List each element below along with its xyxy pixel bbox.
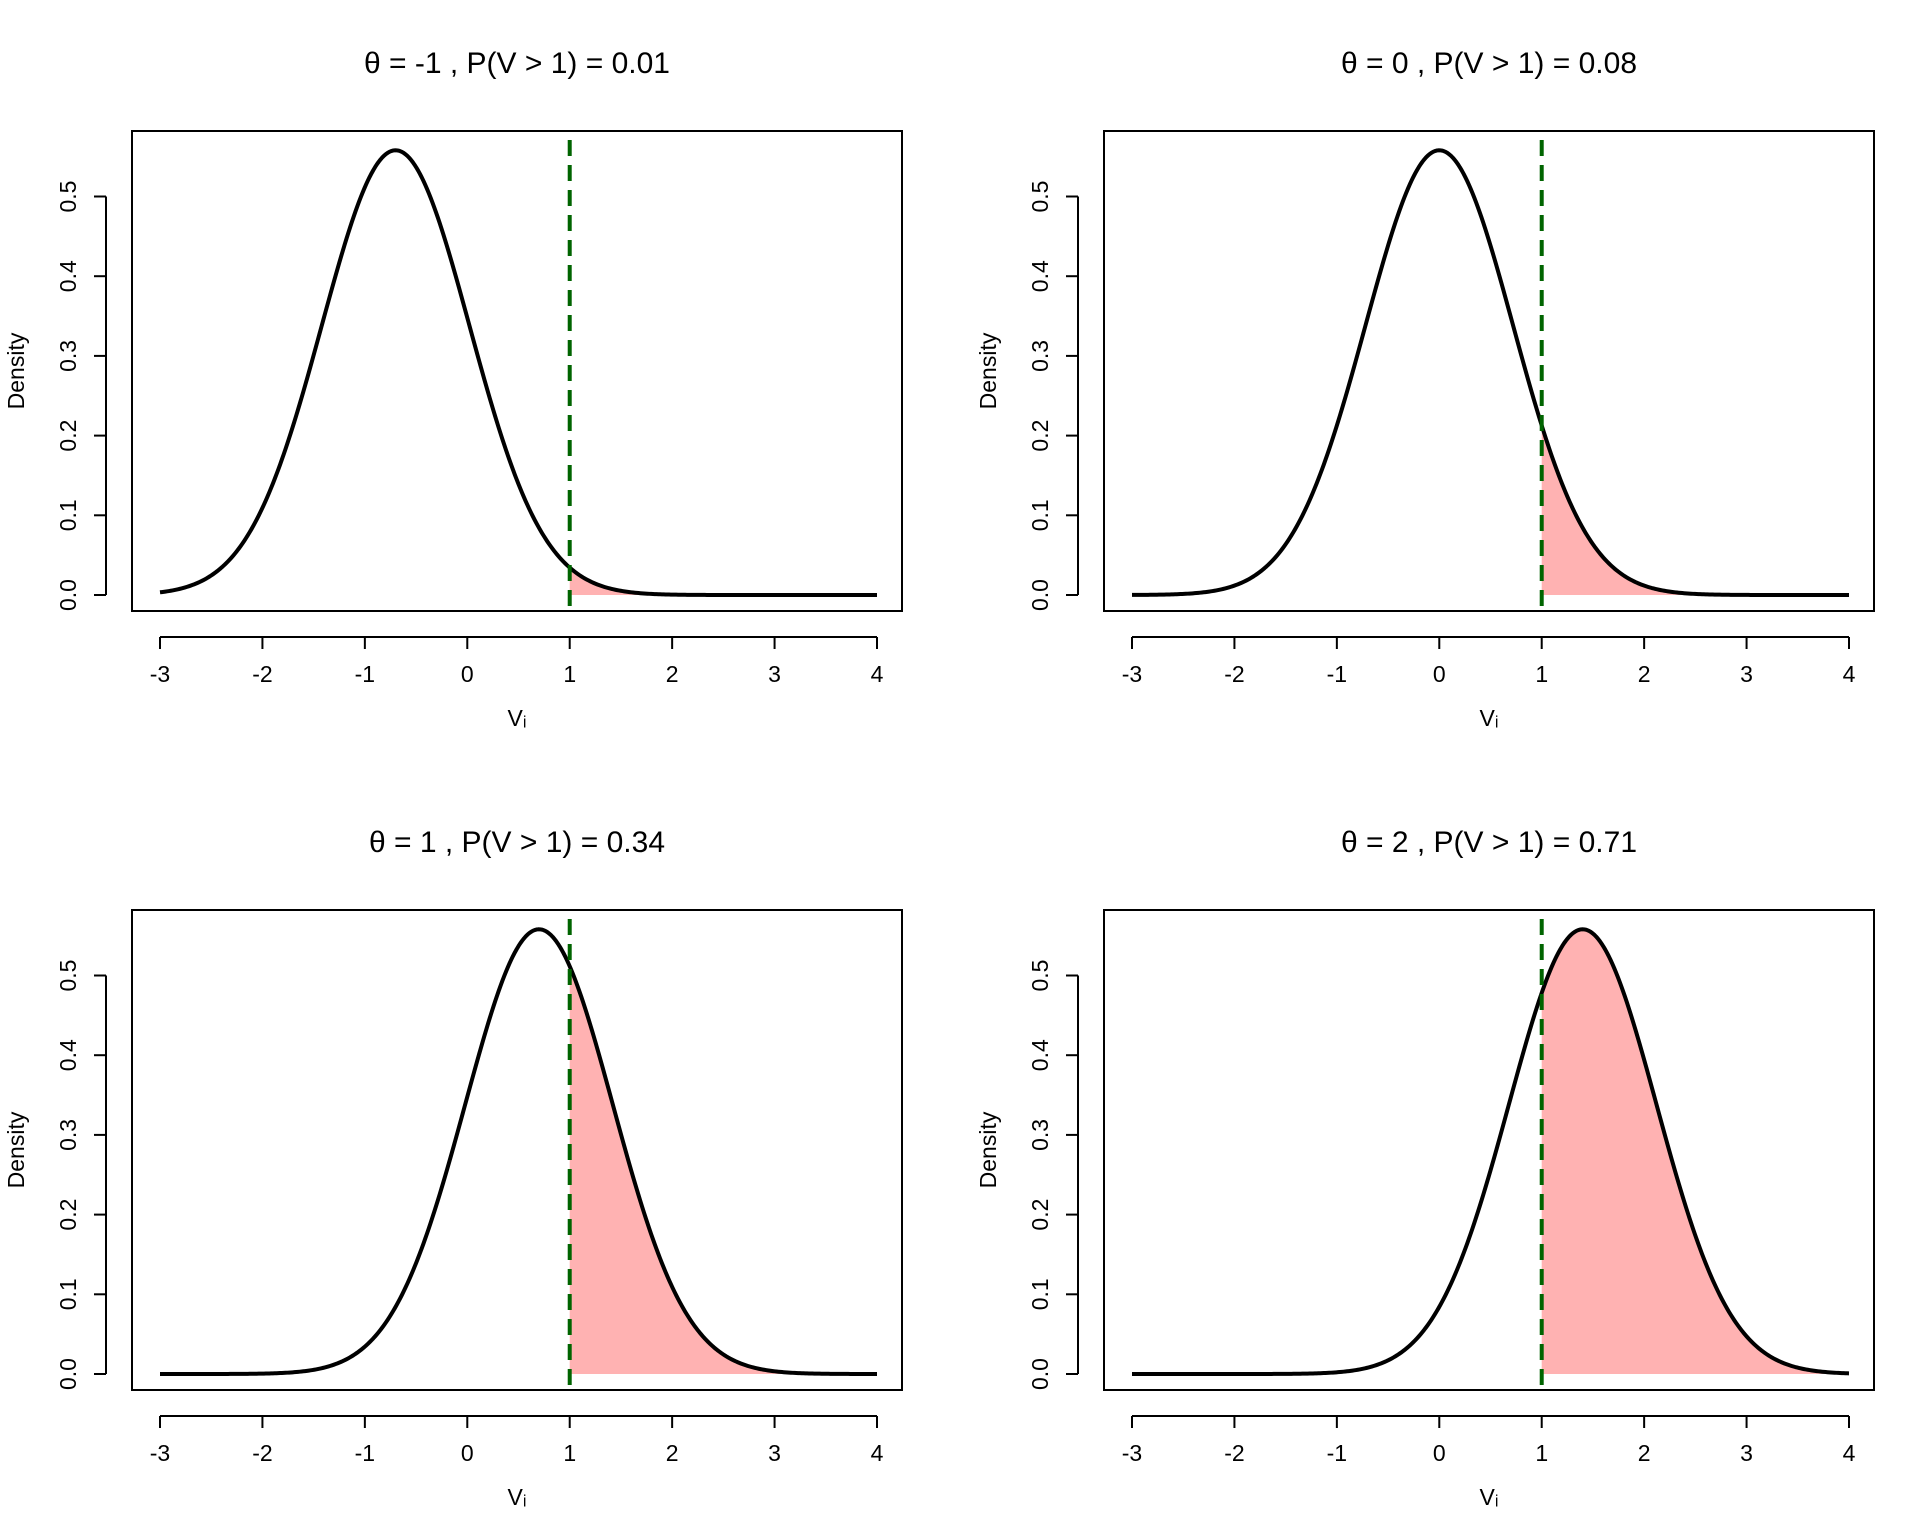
y-tick-label: 0.1 — [1027, 1278, 1053, 1310]
y-tick-label: 0.2 — [55, 420, 81, 452]
y-tick-label: 0.5 — [55, 960, 81, 992]
x-tick-label: 4 — [871, 661, 884, 687]
y-axis-label: Density — [3, 332, 29, 409]
x-tick-label: 2 — [1638, 1440, 1651, 1466]
panel-title: θ = 0 , P(V > 1) = 0.08 — [1341, 47, 1637, 80]
y-tick-label: 0.2 — [1027, 1199, 1053, 1231]
x-tick-label: -1 — [1327, 661, 1347, 687]
x-tick-label: -2 — [1224, 1440, 1244, 1466]
y-tick-label: 0.5 — [1027, 960, 1053, 992]
x-tick-label: 1 — [1535, 1440, 1548, 1466]
y-axis-label: Density — [3, 1111, 29, 1188]
x-tick-label: -3 — [150, 1440, 170, 1466]
plot-frame — [1103, 130, 1875, 612]
y-tick-label: 0.4 — [1027, 1039, 1053, 1071]
shaded-tail-area — [569, 966, 877, 1374]
x-tick-label: -3 — [1122, 1440, 1142, 1466]
shaded-tail-area — [1541, 929, 1849, 1374]
y-tick-label: 0.0 — [55, 579, 81, 611]
x-tick-label: -2 — [1224, 661, 1244, 687]
x-tick-label: 3 — [1740, 661, 1753, 687]
y-tick-label: 0.1 — [55, 499, 81, 531]
x-tick-label: 3 — [768, 1440, 781, 1466]
y-tick-label: 0.3 — [55, 1119, 81, 1151]
y-tick-label: 0.5 — [1027, 181, 1053, 213]
x-tick-label: -1 — [1327, 1440, 1347, 1466]
y-tick-label: 0.2 — [1027, 420, 1053, 452]
y-axis-label: Density — [975, 1111, 1001, 1188]
chart-panel-2: θ = 0 , P(V > 1) = 0.08 -3 -2 -1 0 1 2 3 4 Vᵢ 0.0 0… — [975, 47, 1875, 731]
y-tick-label: 0.1 — [55, 1278, 81, 1310]
x-axis-label: Vᵢ — [508, 705, 527, 731]
x-tick-label: 1 — [563, 1440, 576, 1466]
plot-frame — [1103, 909, 1875, 1391]
x-tick-label: 2 — [666, 1440, 679, 1466]
x-tick-label: 2 — [666, 661, 679, 687]
x-tick-label: 3 — [768, 661, 781, 687]
y-tick-label: 0.0 — [55, 1358, 81, 1390]
x-tick-label: -3 — [150, 661, 170, 687]
y-tick-label: 0.4 — [55, 1039, 81, 1071]
x-tick-label: 0 — [461, 1440, 474, 1466]
x-tick-label: -2 — [252, 661, 272, 687]
density-curve — [1131, 927, 1850, 1376]
y-tick-label: 0.1 — [1027, 499, 1053, 531]
y-tick-label: 0.3 — [1027, 340, 1053, 372]
x-tick-label: 2 — [1638, 661, 1651, 687]
x-axis-label: Vᵢ — [508, 1484, 527, 1510]
x-tick-label: 4 — [871, 1440, 884, 1466]
density-curve — [159, 927, 878, 1376]
x-tick-label: 1 — [1535, 661, 1548, 687]
x-tick-label: 4 — [1843, 1440, 1856, 1466]
panel-title: θ = 1 , P(V > 1) = 0.34 — [369, 826, 665, 859]
chart-panel-1: θ = -1 , P(V > 1) = 0.01 -3 -2 -1 0 1 2 3 4 Vᵢ 0.0… — [3, 47, 903, 731]
y-tick-label: 0.2 — [55, 1199, 81, 1231]
x-tick-label: 0 — [461, 661, 474, 687]
x-tick-label: -3 — [1122, 661, 1142, 687]
y-tick-label: 0.4 — [1027, 260, 1053, 292]
x-tick-label: 0 — [1433, 1440, 1446, 1466]
density-curve — [1131, 148, 1850, 597]
density-curve — [159, 148, 878, 597]
plot-frame — [131, 130, 903, 612]
x-axis-label: Vᵢ — [1480, 1484, 1499, 1510]
y-tick-label: 0.3 — [55, 340, 81, 372]
panel-title: θ = -1 , P(V > 1) = 0.01 — [364, 47, 670, 80]
panel-title: θ = 2 , P(V > 1) = 0.71 — [1341, 826, 1637, 859]
y-tick-label: 0.4 — [55, 260, 81, 292]
x-tick-label: 0 — [1433, 661, 1446, 687]
x-tick-label: -1 — [355, 1440, 375, 1466]
shaded-tail-area — [1541, 425, 1849, 595]
shaded-tail-area — [569, 567, 877, 595]
y-axis-label: Density — [975, 332, 1001, 409]
x-axis-label: Vᵢ — [1480, 705, 1499, 731]
plot-frame — [131, 909, 903, 1391]
x-tick-label: 3 — [1740, 1440, 1753, 1466]
y-tick-label: 0.5 — [55, 181, 81, 213]
y-tick-label: 0.3 — [1027, 1119, 1053, 1151]
x-tick-label: 4 — [1843, 661, 1856, 687]
y-tick-label: 0.0 — [1027, 579, 1053, 611]
x-tick-label: -2 — [252, 1440, 272, 1466]
x-tick-label: 1 — [563, 661, 576, 687]
chart-panel-4: θ = 2 , P(V > 1) = 0.71 -3 -2 -1 0 1 2 3 4 Vᵢ 0.0 0… — [975, 826, 1875, 1510]
y-tick-label: 0.0 — [1027, 1358, 1053, 1390]
x-tick-label: -1 — [355, 661, 375, 687]
chart-panel-3: θ = 1 , P(V > 1) = 0.34 -3 -2 -1 0 1 2 3 4 Vᵢ 0.0 0… — [3, 826, 903, 1510]
